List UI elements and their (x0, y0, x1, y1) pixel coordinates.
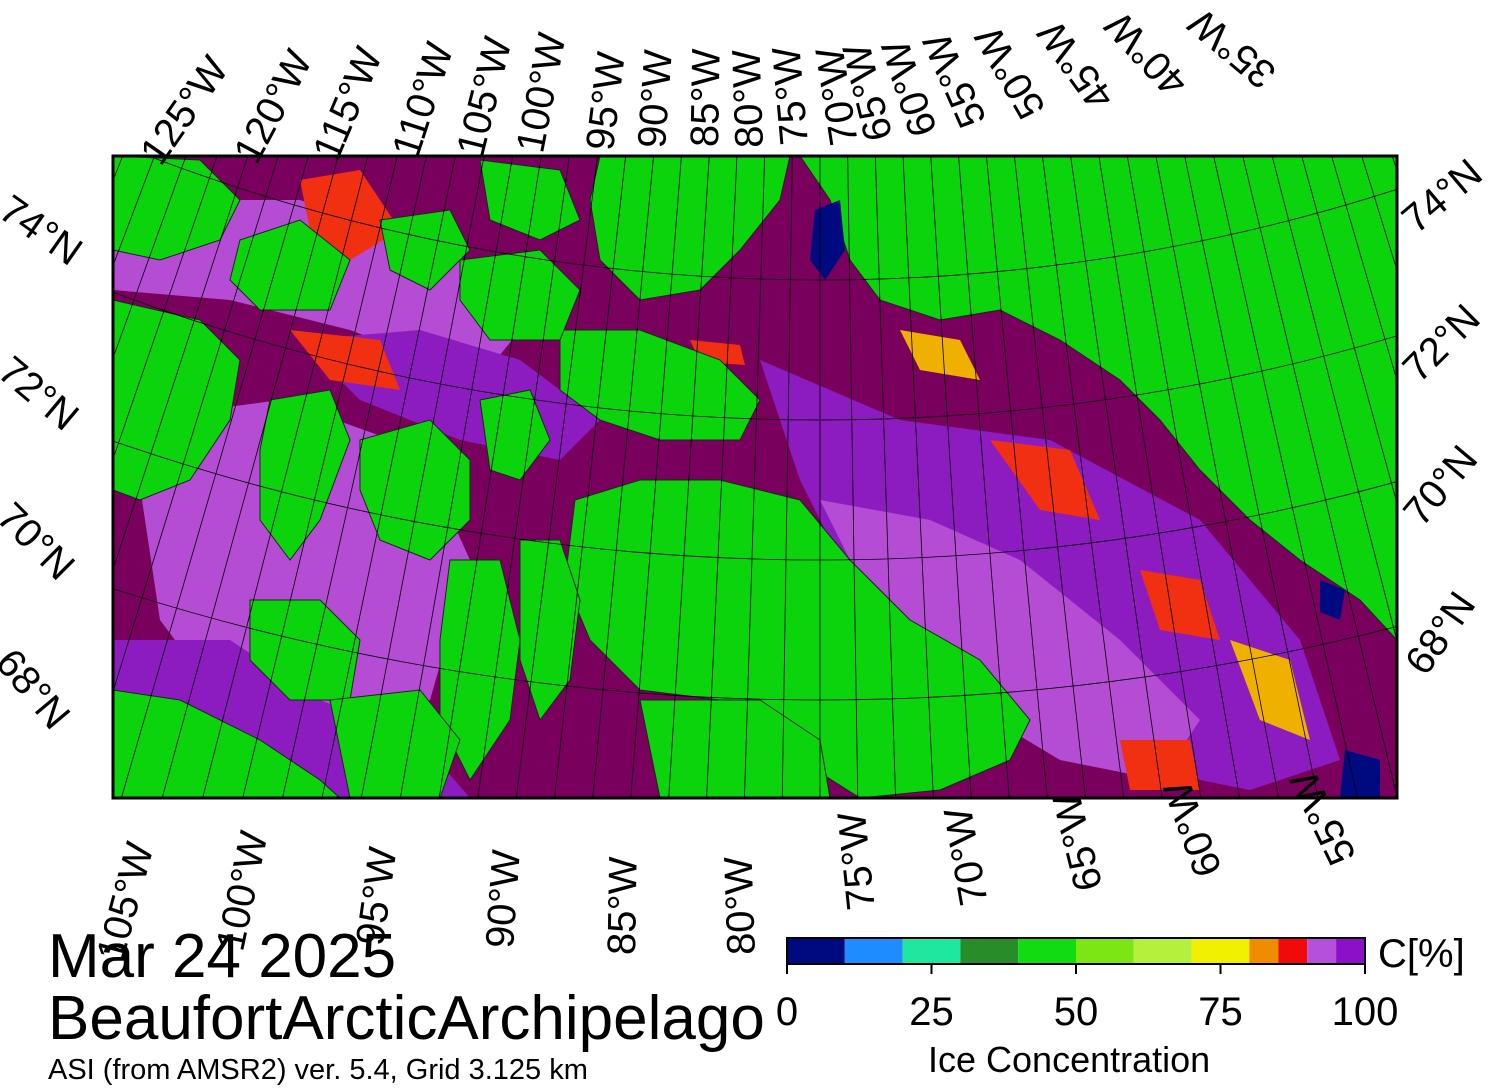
colorbar-segment (1249, 938, 1279, 964)
colorbar-segment (1307, 938, 1337, 964)
map-frame (111, 154, 1399, 800)
axis-label: 75°W (829, 809, 884, 913)
colorbar-segment (1018, 938, 1076, 964)
meridian-line (113, 156, 218, 461)
meridian-line (1126, 156, 1241, 798)
colorbar-segment (902, 938, 961, 964)
meridian-line (902, 156, 934, 798)
meridian-line (1013, 156, 1086, 798)
meridian-line (744, 156, 766, 798)
axis-label: 80°W (716, 856, 764, 956)
axis-label: 85°W (683, 48, 729, 148)
colorbar-segment (787, 938, 845, 964)
meridian-line (515, 156, 598, 798)
meridian-line (1331, 156, 1397, 382)
meridian-line (592, 156, 654, 798)
meridian-line (781, 156, 793, 798)
colorbar (786, 937, 1366, 974)
region-title: BeaufortArcticArchipelago (48, 984, 765, 1053)
open-water (810, 200, 1380, 798)
meridian-line (630, 156, 682, 798)
meridian-line (1497, 0, 1512, 693)
meridian-line (706, 156, 738, 798)
colorbar-tick-label: 0 (775, 990, 799, 1034)
map-date: Mar 24 2025 (48, 922, 397, 991)
meridian-line (202, 156, 369, 798)
meridian-line (120, 156, 309, 798)
meridian-line (1213, 156, 1358, 798)
colorbar-tick-label: 25 (909, 990, 954, 1034)
colorbar-title: Ice Concentration (928, 1039, 1211, 1080)
colorbar-tick-label: 50 (1053, 990, 1099, 1034)
colorbar-segment (1133, 938, 1192, 964)
axis-label: 80°W (724, 49, 772, 149)
colorbar-segment (1076, 938, 1134, 964)
axis-label: 75°W (764, 45, 817, 147)
meridian-line (1070, 156, 1163, 798)
meridian-line (399, 156, 514, 798)
meridian-line (242, 156, 398, 798)
axis-label: 85°W (600, 856, 646, 956)
meridian-line (986, 156, 1048, 798)
meridian-line (1271, 156, 1397, 643)
colorbar-segment (960, 938, 1019, 964)
colorbar-unit: C[%] (1378, 932, 1465, 976)
meridian-line (477, 156, 570, 798)
graticule-lines (113, 0, 1512, 798)
meridian-line (1301, 156, 1397, 505)
meridian-line (321, 156, 456, 798)
meridian-line (958, 156, 1010, 798)
meridian-line (668, 156, 710, 798)
axis-label: 90°W (630, 48, 681, 150)
axis-label: 90°W (478, 848, 529, 950)
meridian-line (847, 156, 859, 798)
meridian-line (113, 156, 249, 572)
meridian-line (161, 156, 339, 798)
colorbar-segment (1278, 938, 1308, 964)
data-source-note: ASI (from AMSR2) ver. 5.4, Grid 3.125 km (48, 1054, 588, 1086)
colorbar-tick-label: 75 (1198, 990, 1243, 1034)
meridian-line (874, 156, 896, 798)
land-areas (113, 156, 1397, 798)
meridian-line (282, 156, 427, 798)
colorbar-tick-label: 100 (1331, 990, 1399, 1034)
meridian-line (1472, 0, 1512, 709)
meridian-line (1184, 156, 1319, 798)
meridian-line (1042, 156, 1125, 798)
meridian-line (930, 156, 972, 798)
meridian-line (1098, 156, 1202, 798)
meridian-line (1242, 156, 1397, 798)
meridian-line (438, 156, 542, 798)
meridian-line (1155, 156, 1280, 798)
meridian-line (360, 156, 485, 798)
colorbar-segment (1336, 938, 1365, 964)
meridian-line (554, 156, 627, 798)
colorbar-segment (844, 938, 903, 964)
meridian-line (113, 156, 279, 693)
colorbar-segment (1191, 938, 1250, 964)
